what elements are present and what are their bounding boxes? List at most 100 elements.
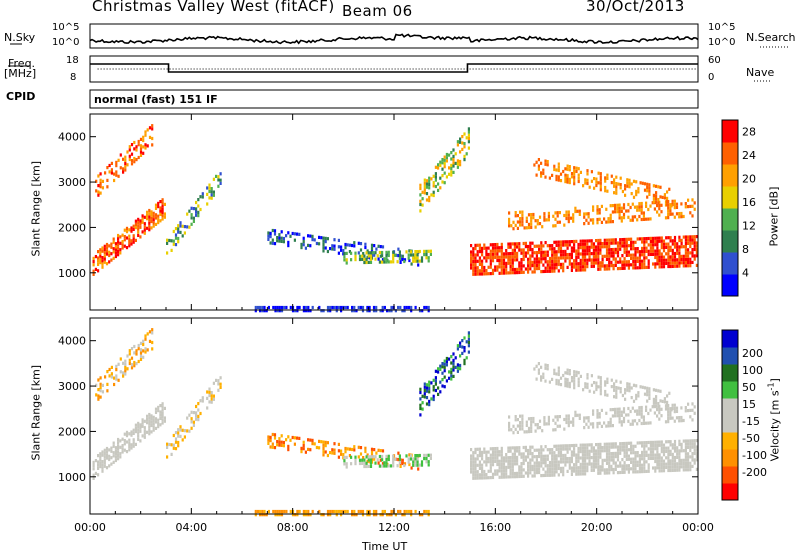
- power-cell: [616, 210, 619, 214]
- power-cell: [570, 249, 573, 253]
- power-cell: [603, 245, 606, 249]
- power-cell: [368, 305, 371, 310]
- velocity-cell: [142, 349, 145, 353]
- power-cell: [117, 243, 120, 247]
- power-cell: [518, 248, 521, 252]
- velocity-cell: [595, 455, 598, 459]
- velocity-cell: [592, 412, 595, 416]
- power-cell: [599, 184, 602, 189]
- velocity-cell: [524, 449, 527, 453]
- power-cell: [518, 245, 521, 249]
- colorbar-swatch: [722, 415, 738, 433]
- velocity-cell: [161, 405, 164, 409]
- power-cell: [535, 160, 538, 164]
- velocity-cell: [443, 385, 446, 389]
- power-cell: [599, 188, 602, 192]
- power-cell: [678, 251, 681, 255]
- velocity-cell: [208, 393, 211, 398]
- power-cell: [383, 305, 386, 310]
- velocity-cell: [522, 474, 525, 478]
- power-cell: [521, 220, 524, 224]
- power-cell: [592, 205, 595, 209]
- velocity-cell: [584, 472, 587, 476]
- power-cell: [421, 197, 424, 201]
- velocity-cell: [509, 456, 512, 460]
- velocity-cell: [381, 454, 384, 459]
- power-cell: [309, 244, 312, 248]
- velocity-cell: [476, 454, 479, 458]
- velocity-cell: [450, 361, 453, 365]
- power-cell: [516, 271, 519, 275]
- power-cell: [533, 244, 536, 248]
- velocity-cell: [658, 453, 661, 457]
- power-cell: [105, 249, 109, 253]
- power-cell: [645, 246, 648, 250]
- power-cell: [566, 240, 569, 244]
- colorbar-swatch: [722, 364, 738, 382]
- power-cell: [267, 305, 270, 310]
- velocity-cell: [667, 456, 670, 460]
- power-cell: [456, 162, 459, 166]
- power-cell: [647, 252, 650, 257]
- velocity-cell: [112, 444, 115, 448]
- power-cell: [529, 254, 532, 258]
- power-cell: [496, 255, 499, 259]
- power-cell: [689, 251, 692, 255]
- velocity-cell: [293, 442, 296, 446]
- velocity-cell: [544, 470, 547, 474]
- power-cell: [655, 191, 658, 195]
- power-cell: [416, 259, 419, 263]
- power-cell: [119, 251, 122, 255]
- velocity-cell: [511, 452, 514, 456]
- power-cell: [522, 257, 525, 262]
- power-cell: [581, 265, 584, 269]
- velocity-cell: [287, 444, 290, 448]
- power-cell: [509, 252, 512, 256]
- velocity-cell: [643, 386, 647, 390]
- velocity-cell: [472, 467, 475, 471]
- power-cell: [472, 272, 475, 276]
- power-cell: [485, 269, 488, 273]
- velocity-cell: [520, 462, 523, 466]
- velocity-cell: [329, 451, 332, 455]
- power-cell: [624, 187, 627, 191]
- velocity-cell: [412, 457, 415, 461]
- velocity-cell: [615, 392, 618, 396]
- velocity-cell: [553, 454, 556, 458]
- power-cell: [434, 178, 437, 182]
- power-cell: [197, 198, 200, 202]
- power-cell: [585, 212, 588, 216]
- velocity-cell: [575, 373, 578, 377]
- power-cell: [117, 237, 120, 241]
- power-cell: [124, 168, 127, 172]
- power-cell: [419, 199, 422, 203]
- power-cell: [410, 309, 413, 313]
- velocity-cell: [148, 416, 151, 420]
- power-cell: [443, 158, 446, 162]
- power-cell: [397, 247, 400, 251]
- velocity-cell: [432, 388, 435, 392]
- power-cell: [641, 246, 644, 250]
- velocity-cell: [452, 358, 455, 362]
- velocity-cell: [326, 441, 329, 445]
- velocity-cell: [678, 452, 681, 456]
- velocity-cell: [519, 421, 522, 425]
- velocity-cell: [538, 470, 541, 475]
- velocity-cell: [128, 432, 131, 436]
- velocity-cell: [555, 467, 558, 471]
- power-cell: [190, 222, 193, 226]
- power-cell: [544, 159, 547, 163]
- power-cell: [467, 136, 470, 141]
- power-cell: [500, 262, 503, 266]
- velocity-cell: [157, 418, 160, 422]
- velocity-cell: [342, 453, 345, 457]
- velocity-cell: [566, 378, 569, 382]
- power-cell: [345, 261, 348, 265]
- power-cell: [210, 187, 213, 191]
- power-cell: [540, 250, 543, 254]
- power-cell: [470, 253, 473, 257]
- power-cell: [110, 171, 113, 175]
- power-cell: [386, 309, 389, 313]
- velocity-cell: [537, 362, 540, 366]
